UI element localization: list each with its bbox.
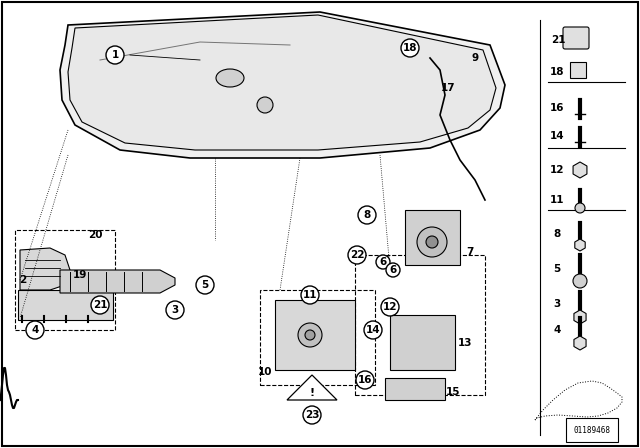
Circle shape: [386, 263, 400, 277]
Text: 11: 11: [303, 290, 317, 300]
Text: 18: 18: [403, 43, 417, 53]
Text: 6: 6: [380, 257, 387, 267]
Circle shape: [26, 321, 44, 339]
Circle shape: [376, 255, 390, 269]
Text: 16: 16: [358, 375, 372, 385]
Circle shape: [166, 301, 184, 319]
Circle shape: [91, 296, 109, 314]
Text: 18: 18: [550, 67, 564, 77]
Bar: [390, 315, 455, 370]
Bar: [385, 378, 445, 400]
Bar: [15, 230, 115, 330]
Circle shape: [196, 276, 214, 294]
Text: 4: 4: [554, 325, 561, 335]
Circle shape: [426, 236, 438, 248]
Text: 5: 5: [554, 264, 561, 274]
Circle shape: [573, 274, 587, 288]
Text: 21: 21: [93, 300, 108, 310]
Polygon shape: [20, 248, 70, 290]
Text: 23: 23: [305, 410, 319, 420]
Text: 4: 4: [31, 325, 38, 335]
Circle shape: [358, 206, 376, 224]
Bar: [355, 255, 485, 395]
Circle shape: [575, 203, 585, 213]
Text: 14: 14: [365, 325, 380, 335]
Text: 8: 8: [364, 210, 371, 220]
Text: 3: 3: [172, 305, 179, 315]
Ellipse shape: [216, 69, 244, 87]
Bar: [570, 62, 586, 78]
Circle shape: [106, 46, 124, 64]
Text: 14: 14: [550, 131, 564, 141]
Bar: [275, 300, 355, 370]
Text: 22: 22: [349, 250, 364, 260]
FancyBboxPatch shape: [563, 27, 589, 49]
Text: 12: 12: [550, 165, 564, 175]
Bar: [405, 210, 460, 265]
Text: 17: 17: [441, 83, 455, 93]
Circle shape: [381, 298, 399, 316]
Text: 20: 20: [88, 230, 102, 240]
Circle shape: [348, 246, 366, 264]
Text: 19: 19: [73, 270, 87, 280]
Text: 21: 21: [551, 35, 565, 45]
Text: 11: 11: [550, 195, 564, 205]
Text: 8: 8: [554, 229, 561, 239]
Polygon shape: [60, 12, 505, 158]
Text: 01189468: 01189468: [573, 426, 611, 435]
Circle shape: [303, 406, 321, 424]
Text: 13: 13: [458, 338, 472, 348]
Bar: [18, 290, 113, 320]
Circle shape: [298, 323, 322, 347]
Circle shape: [356, 371, 374, 389]
Circle shape: [305, 330, 315, 340]
Text: 10: 10: [258, 367, 272, 377]
Text: 6: 6: [389, 265, 397, 275]
Circle shape: [417, 227, 447, 257]
Text: 9: 9: [472, 53, 479, 63]
Text: 15: 15: [445, 387, 460, 397]
Circle shape: [257, 97, 273, 113]
Text: 3: 3: [554, 299, 561, 309]
Text: 12: 12: [383, 302, 397, 312]
Circle shape: [364, 321, 382, 339]
Polygon shape: [60, 270, 175, 293]
Text: 5: 5: [202, 280, 209, 290]
Circle shape: [301, 286, 319, 304]
Text: 16: 16: [550, 103, 564, 113]
Polygon shape: [68, 15, 496, 150]
Text: !: !: [309, 388, 315, 398]
Polygon shape: [287, 375, 337, 400]
Bar: [260, 290, 375, 385]
Text: 1: 1: [111, 50, 118, 60]
Circle shape: [401, 39, 419, 57]
Text: 2: 2: [19, 275, 27, 285]
Text: 7: 7: [467, 247, 474, 257]
